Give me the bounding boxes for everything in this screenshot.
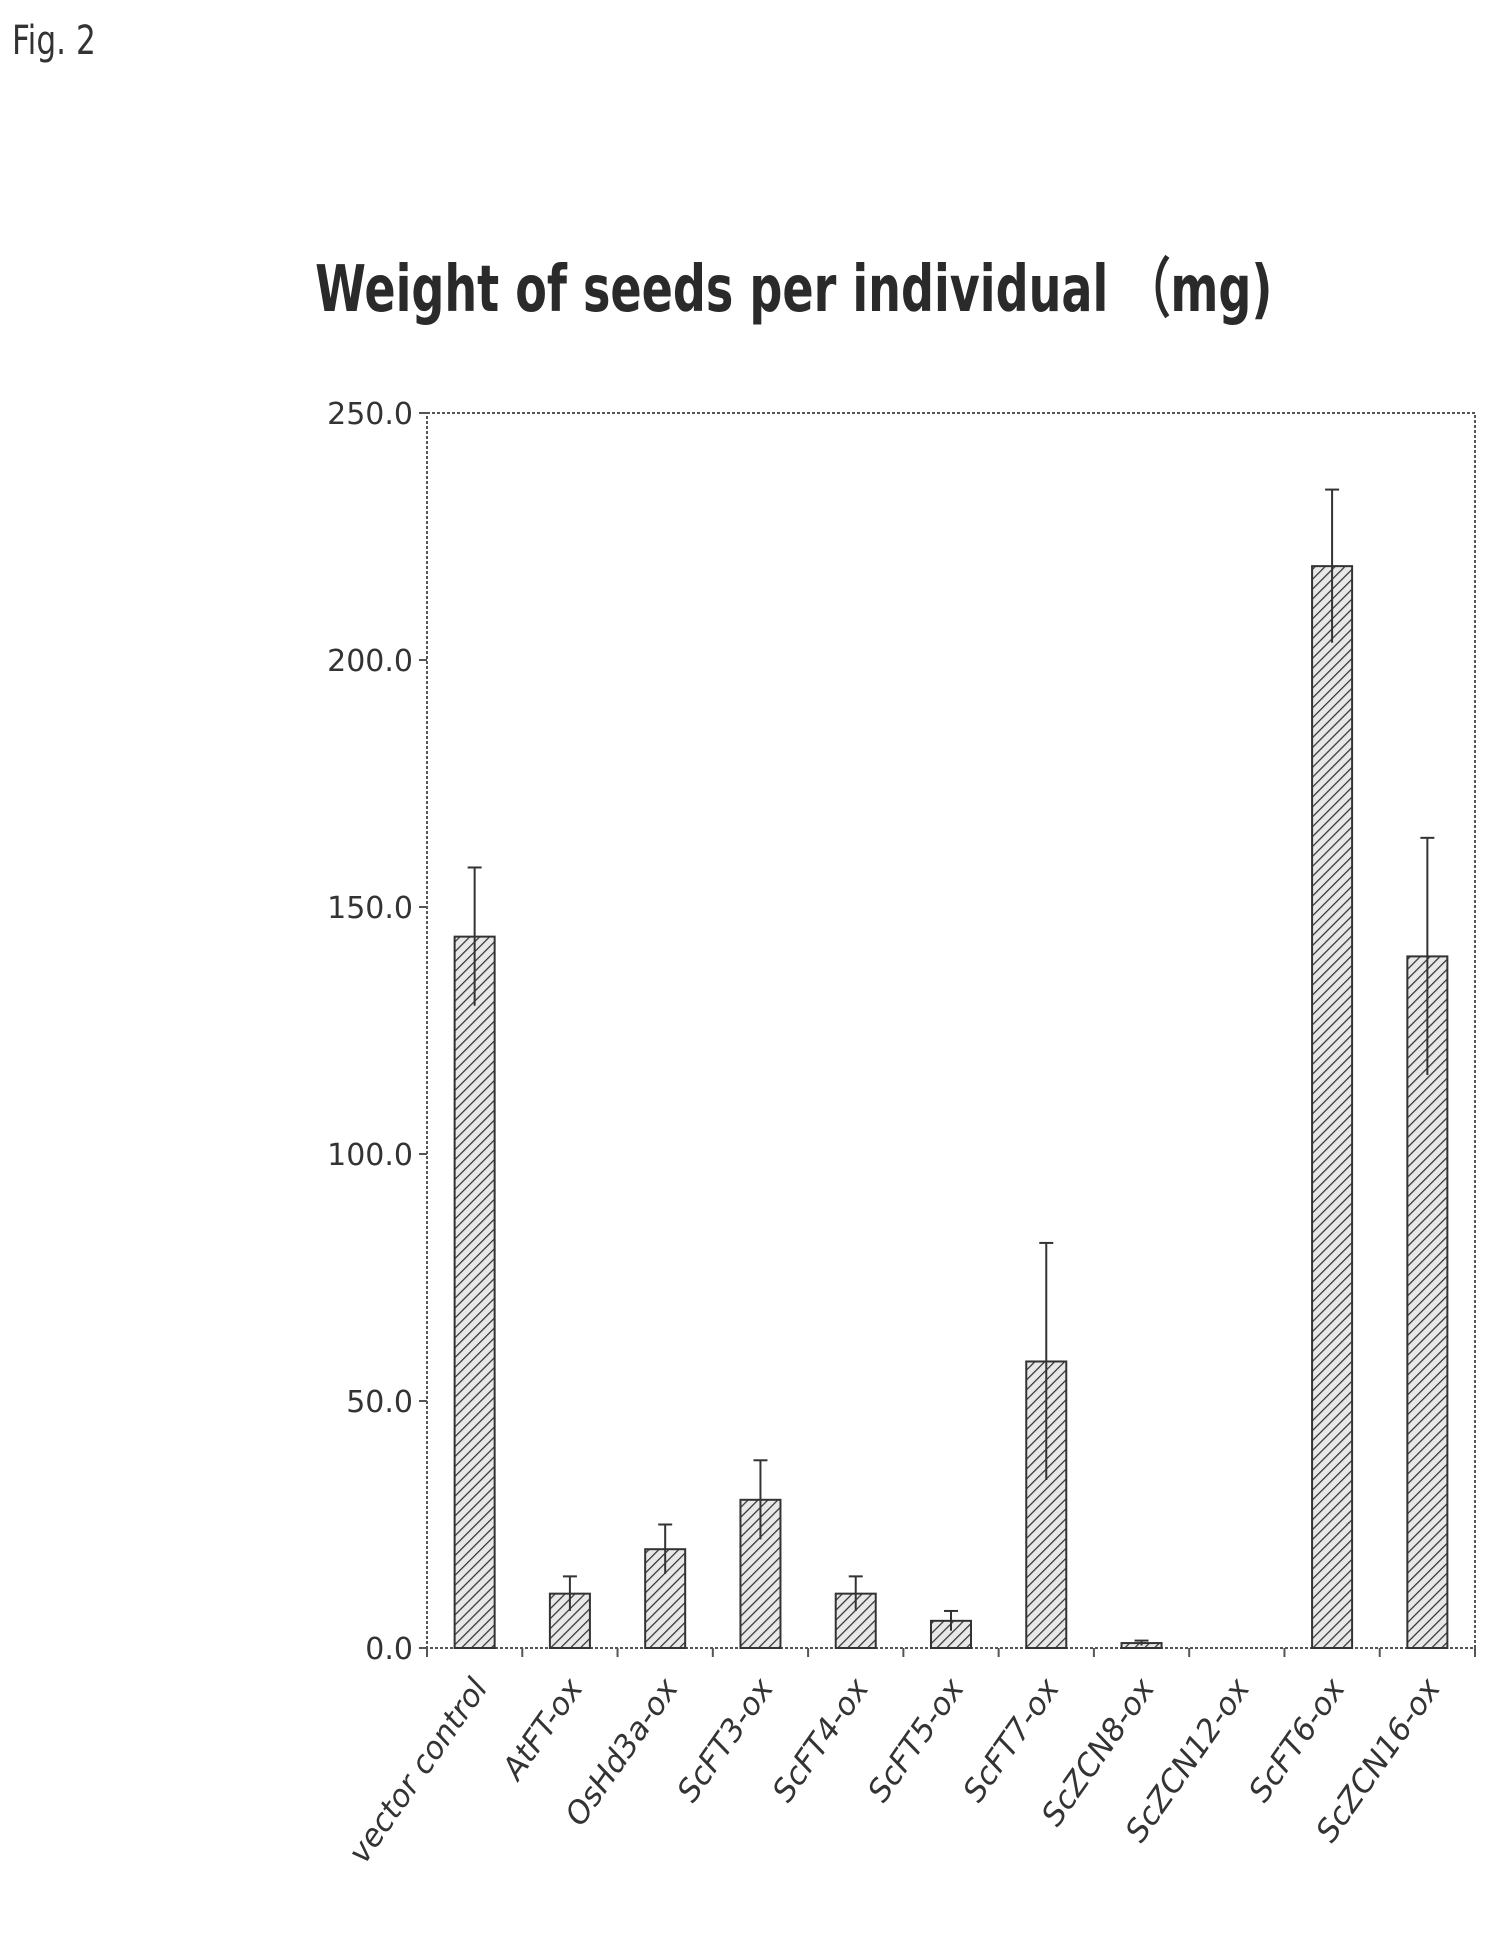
error-bars	[467, 488, 1435, 1646]
chart-title: Weight of seeds per individual （mg)	[315, 253, 1273, 327]
category-labels: vector control AtFT-oxOsHd3a-oxScFT3-oxSc…	[342, 1671, 1449, 1869]
category-label: vector control	[342, 1672, 496, 1870]
y-tick-label: 200.0	[327, 644, 413, 679]
y-axis: 0.0 50.0 100.0 150.0 200.0 250.0	[327, 397, 427, 1667]
bar	[453, 935, 496, 1649]
y-tick-label: 150.0	[327, 891, 413, 926]
x-axis	[426, 1648, 1476, 1657]
category-label: AtFT-ox	[494, 1671, 591, 1787]
bar	[548, 1592, 591, 1650]
bars	[453, 565, 1449, 1650]
figure-label: Fig. 2	[12, 18, 96, 64]
bar	[1311, 565, 1354, 1649]
y-tick-label: 0.0	[365, 1632, 413, 1667]
y-tick-label: 100.0	[327, 1138, 413, 1173]
y-tick-label: 250.0	[327, 397, 413, 432]
y-tick-label: 50.0	[346, 1385, 413, 1420]
